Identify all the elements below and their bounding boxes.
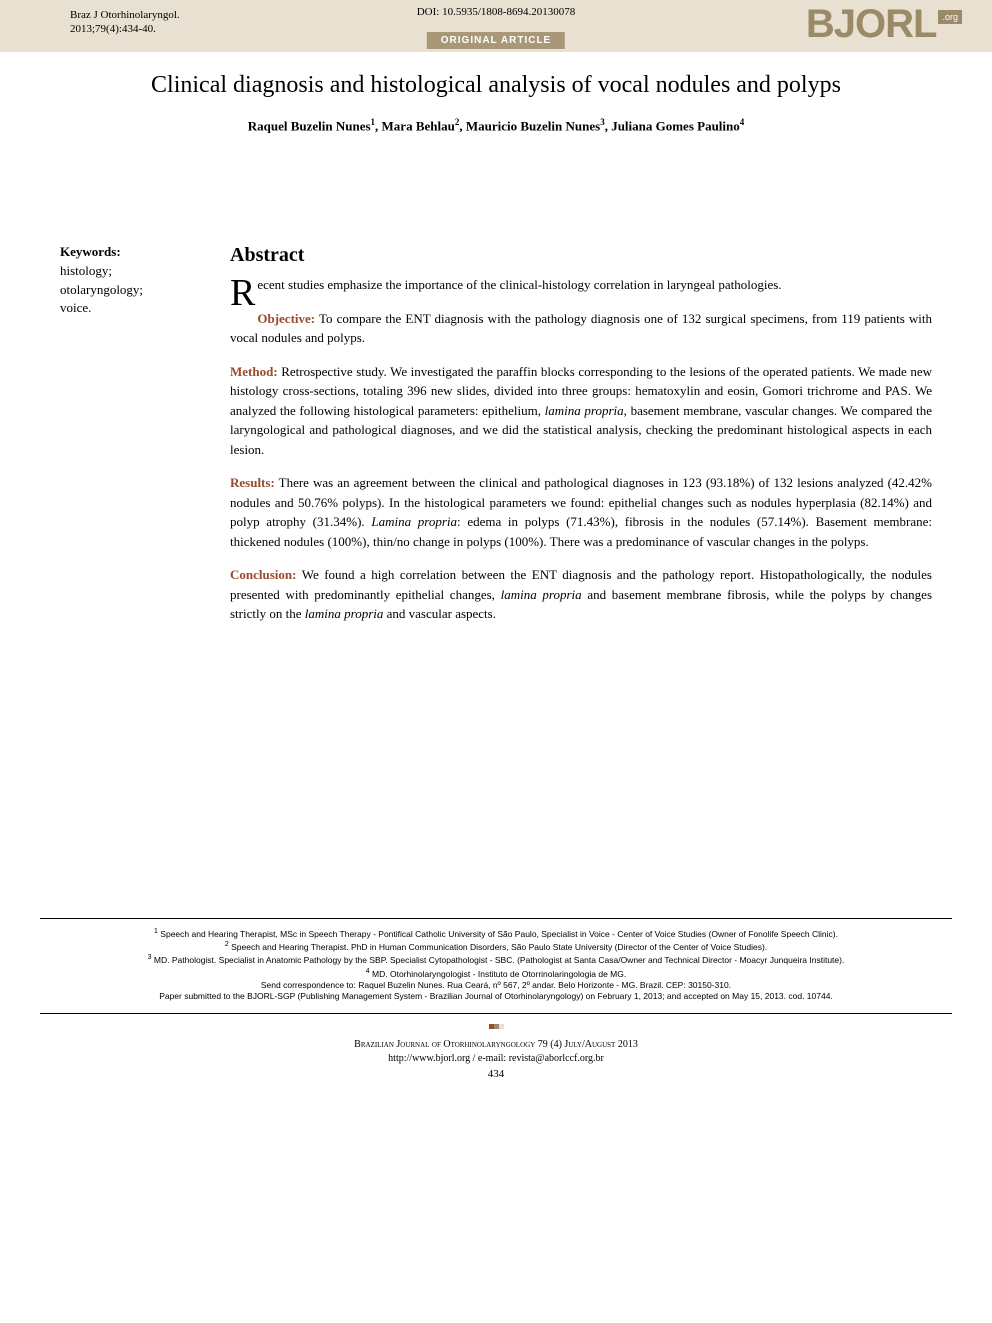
decorative-squares [0,1016,992,1034]
author-2: Mara Behlau [382,118,455,133]
abstract-column: Abstract Recent studies emphasize the im… [230,244,932,638]
abstract-intro: Recent studies emphasize the importance … [230,275,932,295]
footer-rule [40,1013,952,1014]
affiliation-2-text: Speech and Hearing Therapist. PhD in Hum… [229,942,767,952]
content-row: Keywords: histology; otolaryngology; voi… [0,244,992,638]
square-icon [499,1024,504,1029]
author-4-sup: 4 [740,117,745,127]
conclusion-label: Conclusion: [230,567,296,582]
keyword-1: histology; [60,262,200,280]
affiliation-3: 3 MD. Pathologist. Specialist in Anatomi… [40,953,952,966]
abstract-heading: Abstract [230,244,932,267]
journal-reference: Braz J Otorhinolaryngol. 2013;79(4):434-… [70,8,180,37]
conclusion-italic-2: lamina propria [305,606,384,621]
journal-footer: Brazilian Journal of Otorhinolaryngology… [0,1038,992,1066]
abstract-results: Results: There was an agreement between … [230,473,932,551]
logo-text: BJORL [806,2,937,47]
affiliation-1-text: Speech and Hearing Therapist, MSc in Spe… [158,929,838,939]
correspondence: Send correspondence to: Raquel Buzelin N… [40,980,952,991]
method-italic: lamina propria [545,403,624,418]
keywords-column: Keywords: histology; otolaryngology; voi… [60,244,200,638]
affiliation-3-text: MD. Pathologist. Specialist in Anatomic … [152,955,845,965]
conclusion-text-c: and vascular aspects. [383,606,496,621]
keywords-heading: Keywords: [60,244,200,260]
intro-rest: ecent studies emphasize the importance o… [257,277,781,292]
abstract-objective: Objective: To compare the ENT diagnosis … [230,309,932,348]
author-2-sup: 2 [455,117,460,127]
method-label: Method: [230,364,278,379]
logo-suffix: .org [938,10,962,24]
submission-info: Paper submitted to the BJORL-SGP (Publis… [40,991,952,1002]
conclusion-italic-1: lamina propria [501,587,582,602]
article-title: Clinical diagnosis and histological anal… [40,72,952,99]
affiliation-4-text: MD. Otorhinolaryngologist - Instituto de… [370,969,627,979]
results-italic-1: Lamina propria [371,514,457,529]
article-type-label: ORIGINAL ARTICLE [427,32,565,49]
results-label: Results: [230,475,275,490]
objective-label: Objective: [257,311,315,326]
affiliations-block: 1 Speech and Hearing Therapist, MSc in S… [40,918,952,1003]
affiliation-1: 1 Speech and Hearing Therapist, MSc in S… [40,927,952,940]
journal-ref-line2: 2013;79(4):434-40. [70,22,180,36]
abstract-conclusion: Conclusion: We found a high correlation … [230,565,932,624]
objective-text: To compare the ENT diagnosis with the pa… [230,311,932,346]
affiliation-2: 2 Speech and Hearing Therapist. PhD in H… [40,940,952,953]
abstract-method: Method: Retrospective study. We investig… [230,362,932,460]
dropcap: R [230,275,257,309]
keywords-list: histology; otolaryngology; voice. [60,262,200,317]
affiliation-4: 4 MD. Otorhinolaryngologist - Instituto … [40,967,952,980]
journal-footer-line1: Brazilian Journal of Otorhinolaryngology… [0,1038,992,1052]
keyword-3: voice. [60,299,200,317]
doi-text: DOI: 10.5935/1808-8694.20130078 [417,6,576,18]
author-4: Juliana Gomes Paulino [611,118,740,133]
author-3: Mauricio Buzelin Nunes [466,118,600,133]
author-1-sup: 1 [371,117,376,127]
page-number: 434 [0,1068,992,1080]
keyword-2: otolaryngology; [60,281,200,299]
author-1: Raquel Buzelin Nunes [248,118,371,133]
header-band: Braz J Otorhinolaryngol. 2013;79(4):434-… [0,0,992,52]
author-3-sup: 3 [600,117,605,127]
journal-logo: BJORL .org [806,2,962,47]
journal-ref-line1: Braz J Otorhinolaryngol. [70,8,180,22]
authors-line: Raquel Buzelin Nunes1, Mara Behlau2, Mau… [0,117,992,134]
journal-footer-line2: http://www.bjorl.org / e-mail: revista@a… [0,1052,992,1066]
